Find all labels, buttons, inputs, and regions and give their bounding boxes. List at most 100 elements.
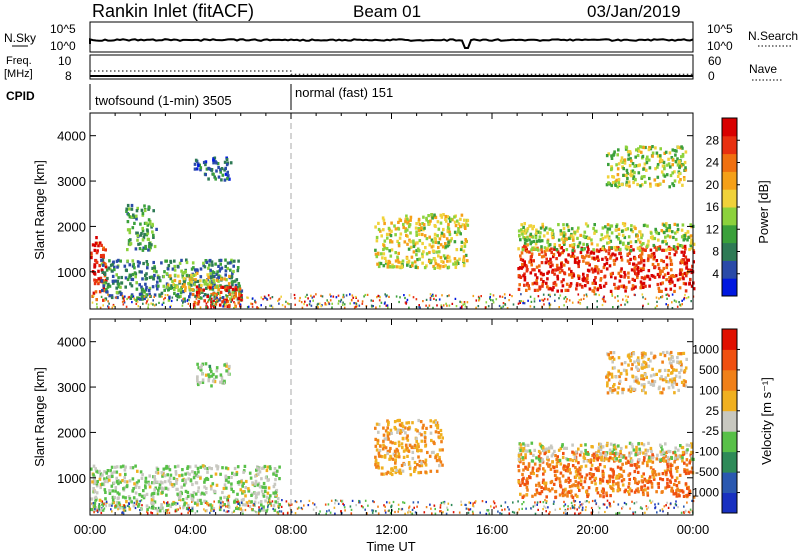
heatmap-cell [102, 261, 105, 265]
heatmap-cell [181, 299, 183, 302]
heatmap-cell [260, 489, 264, 493]
heatmap-cell [488, 512, 491, 515]
heatmap-cell [616, 173, 620, 177]
heatmap-cell [648, 456, 651, 460]
heatmap-cell [280, 505, 283, 508]
heatmap-cell [215, 169, 218, 173]
heatmap-cell [409, 264, 412, 268]
heatmap-cell [634, 226, 637, 231]
heatmap-cell [636, 234, 639, 238]
heatmap-cell [673, 391, 676, 395]
heatmap-cell [541, 298, 543, 301]
heatmap-cell [593, 278, 596, 283]
heatmap-cell [407, 225, 411, 229]
heatmap-cell [566, 458, 570, 462]
heatmap-cell [634, 272, 638, 276]
heatmap-cell [542, 478, 545, 482]
heatmap-cell [166, 502, 168, 505]
heatmap-cell [178, 491, 182, 495]
heatmap-cell [635, 501, 638, 504]
heatmap-cell [644, 448, 648, 452]
heatmap-cell [625, 503, 628, 506]
heatmap-cell [665, 248, 668, 252]
heatmap-cell [613, 366, 616, 370]
heatmap-cell [454, 265, 458, 269]
heatmap-cell [252, 504, 255, 507]
heatmap-cell [156, 480, 159, 484]
heatmap-cell [642, 266, 645, 270]
heatmap-cell [253, 510, 256, 513]
heatmap-cell [598, 293, 600, 297]
heatmap-cell [220, 380, 223, 384]
heatmap-cell [554, 268, 557, 272]
heatmap-cell [397, 251, 400, 255]
heatmap-cell [532, 471, 535, 476]
heatmap-cell [384, 261, 388, 265]
heatmap-cell [675, 382, 679, 386]
heatmap-cell [142, 489, 145, 493]
heatmap-cell [191, 292, 195, 297]
heatmap-cell [628, 487, 632, 491]
heatmap-cell [409, 218, 412, 222]
heatmap-cell [654, 167, 657, 171]
heatmap-cell [260, 477, 263, 481]
heatmap-cell [222, 299, 225, 302]
heatmap-cell [123, 264, 127, 268]
heatmap-cell [563, 493, 567, 497]
heatmap-cell [143, 204, 146, 208]
heatmap-cell [130, 500, 133, 504]
heatmap-cell [408, 223, 412, 227]
heatmap-cell [97, 282, 100, 286]
heatmap-cell [213, 283, 216, 287]
heatmap-cell [146, 231, 150, 235]
heatmap-cell [463, 218, 466, 222]
heatmap-cell [593, 223, 596, 227]
heatmap-cell [119, 285, 122, 289]
nsky-tick-high: 10^5 [50, 22, 76, 36]
heatmap-cell [394, 227, 398, 231]
heatmap-cell [504, 501, 507, 504]
heatmap-cell [435, 250, 439, 254]
heatmap-cell [145, 260, 149, 264]
heatmap-cell [128, 505, 130, 508]
heatmap-cell [203, 492, 206, 496]
heatmap-cell [583, 277, 587, 281]
heatmap-cell [594, 499, 596, 503]
heatmap-cell [393, 224, 396, 228]
heatmap-cell [553, 245, 556, 249]
heatmap-cell [414, 226, 418, 230]
heatmap-cell [536, 501, 539, 504]
heatmap-cell [141, 211, 145, 216]
heatmap-cell [661, 360, 664, 364]
heatmap-cell [168, 477, 172, 481]
heatmap-cell [150, 507, 153, 510]
heatmap-cell [278, 506, 280, 509]
heatmap-cell [260, 500, 262, 503]
heatmap-cell [522, 300, 525, 303]
heatmap-cell [612, 351, 616, 355]
heatmap-cell [640, 183, 644, 187]
heatmap-cell [278, 477, 281, 481]
heatmap-cell [256, 306, 258, 309]
heatmap-cell [422, 423, 425, 427]
heatmap-cell [618, 473, 621, 477]
heatmap-cell [672, 245, 676, 249]
heatmap-cell [596, 305, 598, 309]
heatmap-cell [421, 222, 424, 226]
heatmap-cell [273, 508, 277, 512]
heatmap-cell [416, 442, 420, 446]
heatmap-cell [574, 470, 578, 474]
heatmap-cell [434, 423, 438, 427]
heatmap-cell [219, 262, 222, 266]
heatmap-cell [552, 466, 556, 470]
heatmap-cell [631, 162, 635, 166]
heatmap-cell [679, 303, 681, 306]
heatmap-cell [608, 477, 612, 482]
heatmap-cell [689, 234, 693, 238]
heatmap-cell [256, 466, 259, 470]
heatmap-cell [99, 306, 102, 309]
heatmap-cell [446, 215, 450, 219]
heatmap-cell [98, 241, 102, 245]
heatmap-cell [167, 503, 171, 507]
